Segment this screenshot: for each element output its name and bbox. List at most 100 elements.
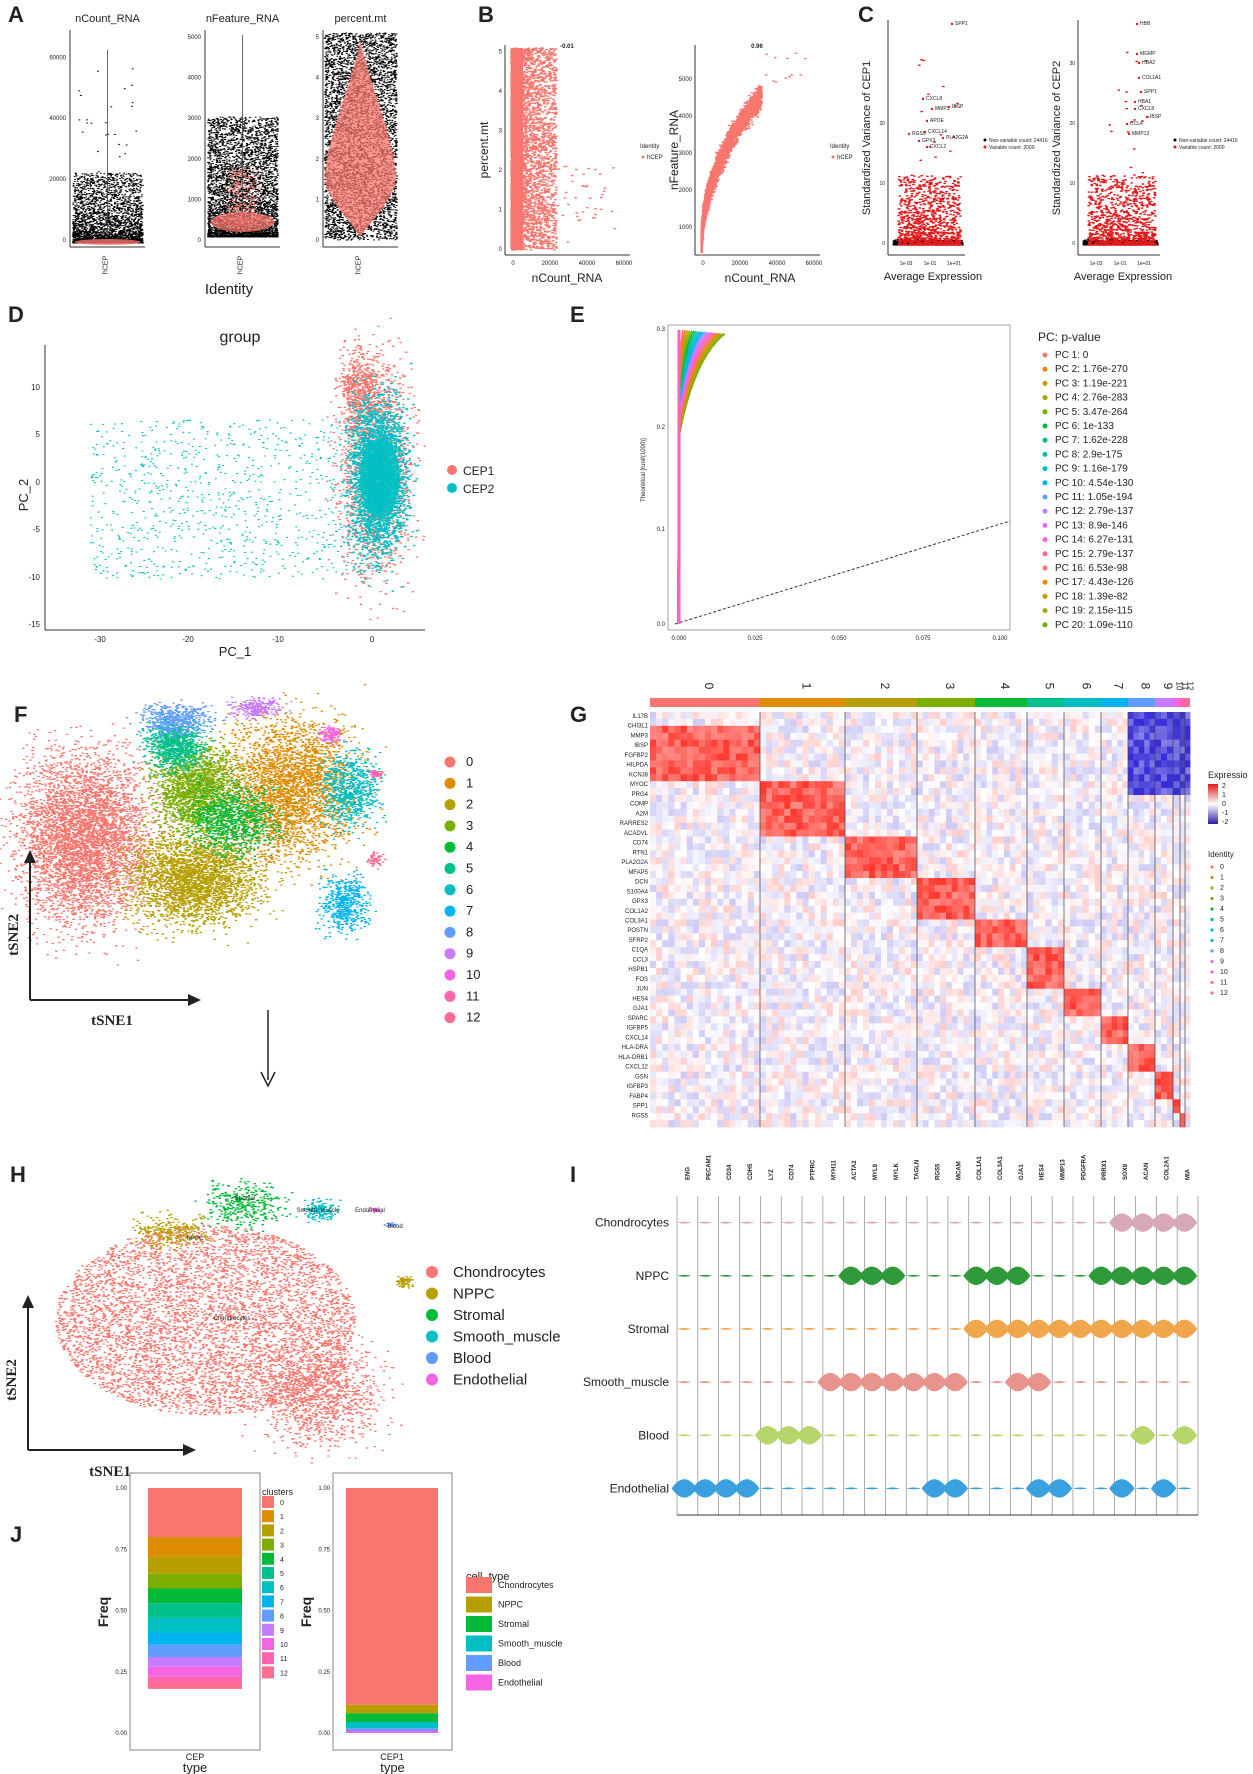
x-tick-label: 60000	[806, 261, 823, 267]
legend-title: PC: p-value	[1038, 330, 1101, 344]
heatmap-cell	[1039, 836, 1046, 844]
heatmap-cell	[656, 808, 663, 817]
heatmap-cell	[863, 926, 870, 934]
heatmap-cell	[899, 926, 906, 934]
heatmap-cell	[838, 919, 846, 927]
legend-dot	[444, 820, 456, 832]
heatmap-cell	[1101, 725, 1107, 734]
heatmap-cell	[808, 933, 816, 941]
heatmap-cell	[1003, 746, 1011, 754]
heatmap-cell	[674, 857, 681, 865]
heatmap-cell	[820, 774, 828, 782]
heatmap-cell	[1094, 974, 1102, 983]
heatmap-cell	[934, 961, 941, 969]
diagonal-reference	[674, 520, 1011, 625]
heatmap-cell	[881, 967, 888, 976]
heatmap-cell	[686, 864, 694, 872]
heatmap-cell	[1149, 905, 1156, 913]
heatmap-cell	[986, 1030, 993, 1038]
heatmap-cell	[820, 801, 828, 810]
heatmap-cell	[1149, 822, 1156, 830]
heatmap-cell	[922, 1002, 929, 1010]
heatmap-cell	[1167, 974, 1174, 983]
heatmap-cell	[668, 954, 675, 962]
heatmap-cell	[778, 767, 785, 775]
heatmap-cell	[1167, 961, 1174, 969]
heatmap-cell	[1033, 795, 1040, 803]
heatmap-cell	[1122, 995, 1129, 1003]
heatmap-cell	[729, 774, 736, 782]
heatmap-cell	[674, 905, 681, 913]
heatmap-cell	[729, 712, 736, 720]
heatmap-cell	[717, 836, 724, 844]
heatmap-cell	[1128, 725, 1134, 734]
heatmap-cell	[686, 981, 694, 990]
heatmap-cell	[711, 995, 718, 1003]
heatmap-cell	[992, 891, 999, 900]
heatmap-cell	[1149, 1030, 1156, 1038]
heatmap-cell	[998, 725, 1005, 734]
heatmap-cell	[705, 933, 712, 941]
heatmap-cell	[1106, 954, 1113, 962]
heatmap-cell	[729, 739, 736, 747]
heatmap-cell	[857, 940, 864, 948]
heatmap-cell	[1155, 732, 1162, 741]
heatmap-cell	[692, 912, 700, 920]
heatmap-cell	[911, 905, 918, 913]
heatmap-cell	[1051, 760, 1059, 768]
heatmap-cell	[1039, 967, 1046, 976]
heatmap-cell	[717, 1002, 724, 1010]
y-axis-label: Theoretical [runif(1000)]	[641, 438, 647, 502]
heatmap-cell	[814, 954, 822, 962]
heatmap-cell	[1149, 1016, 1156, 1024]
heatmap-cell	[790, 933, 797, 941]
heatmap-cell	[917, 725, 924, 734]
heatmap-cell	[922, 1044, 929, 1052]
heatmap-cell	[845, 801, 852, 810]
heatmap-cell	[1064, 967, 1071, 976]
heatmap-cell	[753, 898, 761, 907]
heatmap-cell	[1094, 988, 1102, 996]
heatmap-cell	[922, 898, 929, 907]
y-axis-label: Standardized Variance of CEP1	[861, 61, 873, 216]
heatmap-cell	[1185, 864, 1191, 872]
heatmap-cell	[1101, 912, 1107, 920]
legend-dot	[1042, 437, 1048, 443]
heatmap-cell	[899, 815, 906, 824]
heatmap-cell	[1057, 781, 1065, 789]
legend-dot	[444, 926, 456, 938]
heatmap-cell	[692, 1044, 700, 1052]
heatmap-cell	[1009, 774, 1016, 782]
y-tick-label: 3	[316, 116, 320, 122]
heatmap-cell	[814, 864, 822, 872]
heatmap-cell	[723, 995, 730, 1003]
heatmap-cell	[893, 1009, 900, 1017]
heatmap-cell	[1101, 829, 1107, 837]
heatmap-cell	[753, 947, 761, 955]
heatmap-cell	[869, 981, 876, 990]
heatmap-cell	[650, 967, 657, 976]
heatmap-cell	[778, 1030, 785, 1038]
heatmap-cell	[1180, 1030, 1186, 1038]
labeled-gene-point	[950, 22, 954, 26]
heatmap-cell	[869, 940, 876, 948]
heatmap-cell	[796, 781, 803, 789]
heatmap-cell	[650, 1002, 657, 1010]
heatmap-cell	[911, 1016, 918, 1024]
heatmap-cell	[1128, 933, 1134, 941]
heatmap-cell	[851, 878, 858, 886]
heatmap-cell	[674, 829, 681, 837]
legend-dot	[1042, 522, 1048, 528]
heatmap-cell	[668, 898, 675, 907]
heatmap-cell	[1161, 1057, 1168, 1066]
heatmap-cell	[851, 884, 858, 893]
heatmap-cell	[1101, 926, 1107, 934]
heatmap-cell	[1122, 988, 1129, 996]
heatmap-cell	[1033, 1030, 1040, 1038]
heatmap-cell	[1088, 815, 1096, 824]
heatmap-cell	[820, 981, 828, 990]
heatmap-cell	[826, 781, 834, 789]
heatmap-cell	[790, 753, 797, 761]
heatmap-cell	[917, 864, 924, 872]
heatmap-cell	[692, 864, 700, 872]
